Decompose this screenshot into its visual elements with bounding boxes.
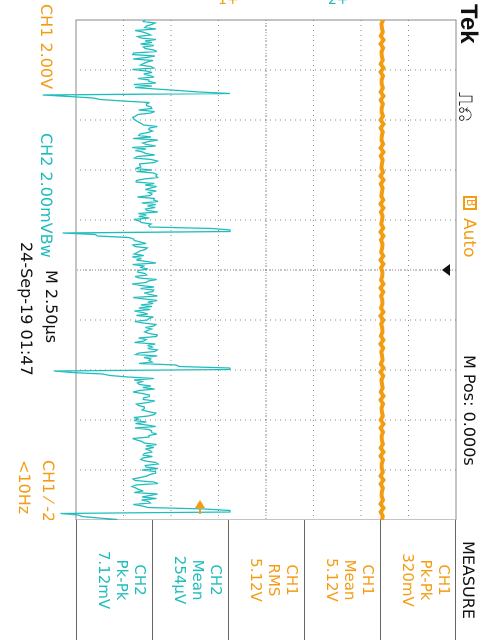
measure-item-type: Mean bbox=[189, 559, 207, 601]
measure-item-type: Pk-Pk bbox=[113, 559, 131, 601]
date-time-readout: 24-Sep-19 01:47 bbox=[17, 242, 36, 376]
measure-panel-title[interactable]: MEASURE bbox=[455, 520, 480, 640]
measure-panel: MEASURE CH1 Pk-Pk 320mV CH1 Mean 5.12V C… bbox=[0, 520, 480, 640]
measure-item-type: Pk-Pk bbox=[417, 559, 435, 601]
ch1-ground-marker: 1+ bbox=[218, 0, 239, 8]
ch1-waveform bbox=[378, 19, 386, 521]
measure-item-3[interactable]: CH1 RMS 5.12V bbox=[228, 520, 304, 640]
measure-item-value: 7.12mV bbox=[95, 550, 113, 610]
measure-item-2[interactable]: CH1 Mean 5.12V bbox=[304, 520, 380, 640]
measure-item-5[interactable]: CH2 Pk-Pk 7.12mV bbox=[76, 520, 152, 640]
measure-item-channel: CH1 bbox=[283, 564, 301, 596]
timebase-readout: M 2.50µs bbox=[42, 270, 61, 344]
measure-item-channel: CH2 bbox=[207, 564, 225, 596]
graticule-grid bbox=[75, 19, 457, 521]
measure-item-type: Mean bbox=[341, 559, 359, 601]
measure-item-type: RMS bbox=[265, 563, 283, 597]
ch2-ground-marker: 2+ bbox=[328, 0, 349, 8]
measure-item-channel: CH1 bbox=[359, 564, 377, 596]
trigger-position-arrow-icon bbox=[442, 264, 450, 276]
ch1-scale-readout: CH1 2.00V bbox=[37, 4, 56, 90]
measure-item-channel: CH2 bbox=[131, 564, 149, 596]
trigger-frequency-readout: <10Hz bbox=[15, 460, 34, 515]
measure-item-1[interactable]: CH1 Pk-Pk 320mV bbox=[380, 520, 456, 640]
measure-item-value: 5.12V bbox=[247, 558, 265, 602]
measure-item-value: 5.12V bbox=[323, 558, 341, 602]
ch2-scale-readout: CH2 2.00mVBw bbox=[37, 133, 56, 258]
measure-item-value: 254µV bbox=[171, 555, 189, 605]
measure-item-value: 320mV bbox=[399, 553, 417, 607]
measure-item-4[interactable]: CH2 Mean 254µV bbox=[152, 520, 228, 640]
measure-item-channel: CH1 bbox=[435, 564, 453, 596]
ch2-waveform bbox=[42, 19, 231, 521]
trigger-level-arrow-icon bbox=[195, 500, 205, 508]
